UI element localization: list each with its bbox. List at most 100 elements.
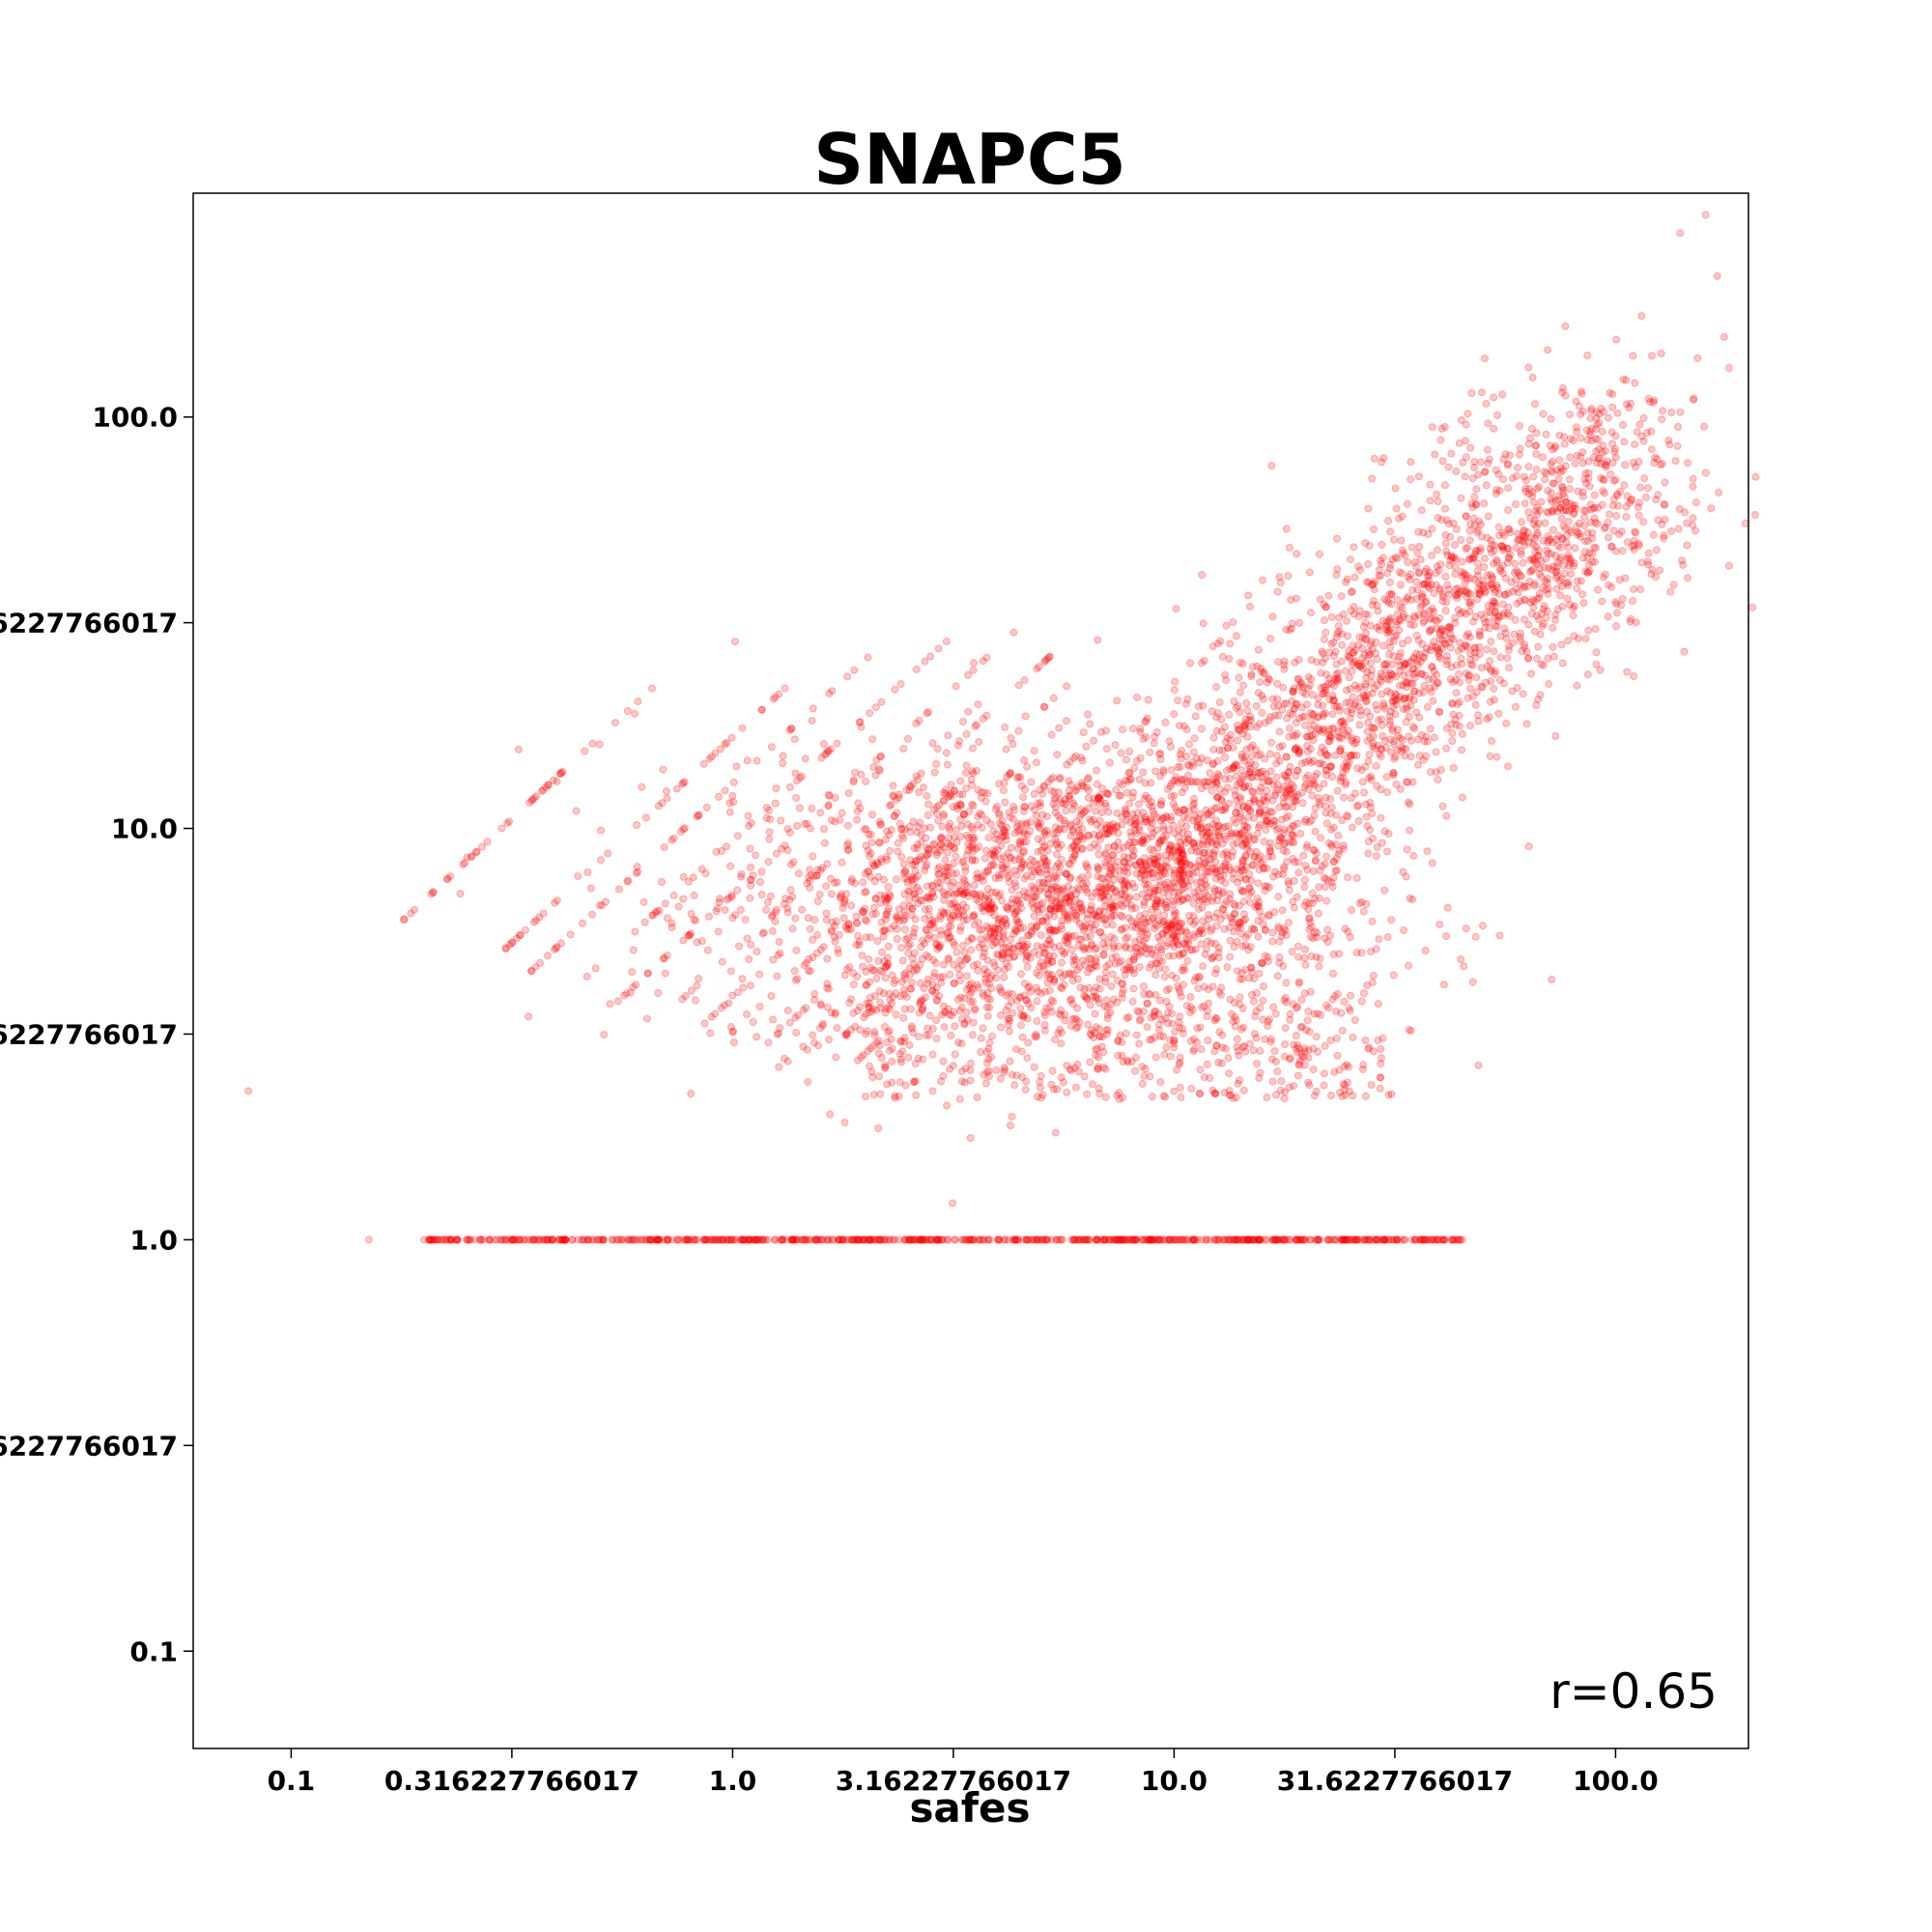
data-point bbox=[792, 794, 801, 802]
data-point bbox=[1406, 1027, 1415, 1036]
data-point bbox=[956, 777, 965, 785]
data-point bbox=[1062, 932, 1070, 941]
data-point bbox=[774, 951, 782, 959]
data-point bbox=[700, 1019, 709, 1028]
data-point bbox=[1176, 1236, 1183, 1244]
data-point bbox=[1027, 923, 1036, 930]
data-point bbox=[1082, 742, 1091, 751]
data-point bbox=[993, 802, 1002, 810]
data-point bbox=[1048, 1066, 1057, 1075]
data-point bbox=[944, 731, 952, 740]
data-point bbox=[1020, 874, 1029, 883]
data-point bbox=[535, 1236, 544, 1244]
data-point bbox=[1315, 894, 1323, 902]
data-point bbox=[1190, 1236, 1199, 1244]
data-point bbox=[1186, 993, 1195, 1001]
data-point bbox=[655, 906, 664, 915]
data-point bbox=[881, 974, 890, 982]
data-point bbox=[1288, 948, 1296, 956]
data-point bbox=[892, 1010, 900, 1019]
data-point bbox=[537, 786, 546, 795]
data-point bbox=[505, 817, 514, 826]
data-point bbox=[1367, 671, 1376, 680]
data-point bbox=[896, 1055, 905, 1064]
data-point bbox=[1284, 877, 1293, 886]
data-point bbox=[802, 1236, 810, 1244]
data-point bbox=[1119, 1236, 1127, 1244]
data-point bbox=[1032, 1236, 1040, 1244]
data-point bbox=[1056, 775, 1064, 783]
data-point bbox=[931, 1236, 940, 1244]
data-point bbox=[1308, 791, 1317, 800]
data-point bbox=[1208, 760, 1217, 769]
data-point bbox=[1377, 813, 1385, 822]
data-point bbox=[443, 1236, 452, 1244]
data-point bbox=[1365, 751, 1374, 759]
data-point bbox=[923, 792, 931, 800]
data-point bbox=[1170, 911, 1179, 920]
data-point bbox=[548, 1236, 556, 1244]
data-point bbox=[1302, 898, 1311, 906]
data-point bbox=[1238, 975, 1247, 983]
data-point bbox=[786, 886, 795, 895]
data-point bbox=[1591, 625, 1600, 634]
data-point bbox=[783, 1007, 792, 1014]
data-point bbox=[1011, 1236, 1019, 1244]
data-point bbox=[965, 1236, 974, 1244]
data-point bbox=[687, 910, 696, 918]
data-point bbox=[1315, 962, 1323, 971]
data-point bbox=[1033, 969, 1041, 977]
data-point bbox=[1566, 411, 1575, 418]
data-point bbox=[1051, 1128, 1060, 1137]
data-point bbox=[942, 864, 951, 872]
data-point bbox=[870, 877, 879, 886]
data-point bbox=[828, 927, 836, 936]
data-point bbox=[792, 777, 801, 785]
data-point bbox=[1479, 922, 1487, 930]
data-point bbox=[833, 1024, 841, 1033]
data-point bbox=[900, 1236, 909, 1244]
data-point bbox=[924, 911, 933, 920]
data-point bbox=[1440, 980, 1448, 989]
data-point bbox=[1211, 969, 1220, 978]
data-point bbox=[1234, 736, 1242, 745]
data-point bbox=[867, 849, 875, 858]
data-point bbox=[1023, 762, 1032, 771]
data-point bbox=[983, 789, 992, 798]
data-point bbox=[908, 979, 917, 987]
data-point bbox=[842, 890, 851, 898]
data-point bbox=[767, 743, 776, 752]
data-point bbox=[900, 1005, 909, 1013]
data-point bbox=[865, 1236, 873, 1244]
data-point bbox=[1061, 819, 1069, 828]
data-point bbox=[943, 876, 952, 885]
data-point bbox=[895, 819, 904, 828]
data-point bbox=[672, 784, 681, 793]
data-point bbox=[608, 1236, 616, 1244]
data-point bbox=[1094, 863, 1102, 871]
data-point bbox=[980, 854, 989, 863]
data-point bbox=[543, 1236, 552, 1244]
data-point bbox=[739, 1236, 748, 1244]
data-point bbox=[1408, 895, 1417, 904]
data-point bbox=[584, 1236, 593, 1244]
data-point bbox=[1174, 833, 1182, 841]
data-point bbox=[1456, 678, 1464, 687]
data-point bbox=[769, 1015, 778, 1024]
data-point bbox=[762, 905, 770, 914]
data-point bbox=[1327, 803, 1336, 811]
data-point bbox=[905, 1236, 914, 1244]
data-point bbox=[1171, 1027, 1179, 1036]
data-point bbox=[952, 852, 960, 861]
data-point bbox=[1129, 788, 1138, 797]
data-point bbox=[1321, 616, 1328, 625]
data-point bbox=[1174, 763, 1182, 772]
data-point bbox=[425, 1236, 434, 1244]
data-point bbox=[785, 782, 794, 791]
data-point bbox=[629, 1236, 638, 1244]
data-point bbox=[926, 1236, 935, 1244]
data-point bbox=[1314, 1236, 1322, 1244]
data-point bbox=[663, 1236, 671, 1244]
data-point bbox=[1065, 786, 1073, 795]
data-point bbox=[747, 941, 755, 949]
